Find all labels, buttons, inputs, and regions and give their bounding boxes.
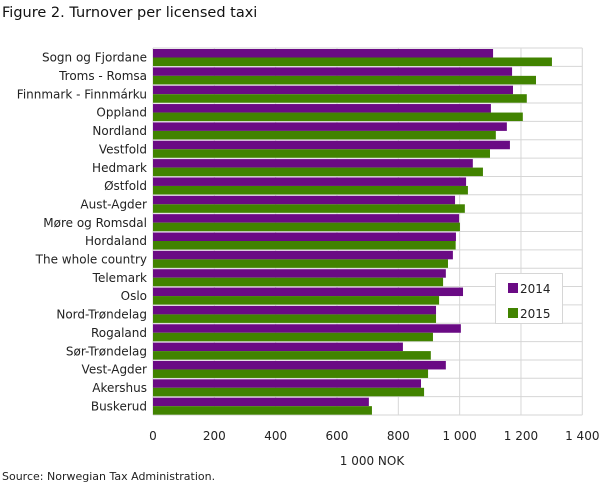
- bar-2015: [153, 112, 523, 122]
- bar-2015: [153, 406, 372, 415]
- bar-2015: [153, 241, 456, 250]
- bar-2014: [153, 269, 446, 278]
- bar-2014: [153, 214, 460, 223]
- category-label: Vest-Agder: [82, 363, 148, 377]
- bar-2015: [153, 222, 460, 232]
- category-label: Oppland: [96, 106, 147, 120]
- bar-2014: [153, 360, 446, 370]
- bar-2015: [153, 75, 536, 85]
- legend-box: [495, 273, 563, 324]
- bar-2015: [153, 185, 468, 195]
- category-label: Aust-Agder: [80, 197, 147, 211]
- category-label: Finnmark - Finnmárku: [17, 87, 147, 101]
- bar-2014: [153, 67, 513, 76]
- source-note: Source: Norwegian Tax Administration.: [2, 470, 216, 483]
- bar-2015: [153, 332, 433, 342]
- bar-2015: [153, 94, 527, 103]
- bar-2015: [153, 149, 491, 158]
- category-label: Troms - Romsa: [58, 69, 147, 83]
- x-tick-label: 400: [264, 429, 287, 443]
- bar-2014: [153, 287, 464, 297]
- category-label: Hordaland: [85, 234, 147, 248]
- category-label: Sogn og Fjordane: [42, 51, 147, 65]
- category-label: Buskerud: [91, 399, 147, 413]
- bar-2015: [153, 130, 496, 140]
- x-tick-label: 0: [149, 429, 157, 443]
- category-label: Nordland: [92, 124, 147, 138]
- category-label: The whole country: [35, 253, 147, 267]
- bar-2015: [153, 204, 465, 213]
- bar-2015: [153, 167, 483, 177]
- category-label: Nord-Trøndelag: [56, 308, 147, 322]
- bar-2014: [153, 177, 467, 186]
- x-tick-label: 200: [203, 429, 226, 443]
- bar-2015: [153, 296, 440, 305]
- bar-2015: [153, 369, 429, 378]
- category-label: Telemark: [92, 271, 147, 285]
- category-label: Østfold: [104, 179, 147, 193]
- x-tick-label: 1 000: [442, 429, 476, 443]
- category-label: Akershus: [92, 381, 147, 395]
- bar-2015: [153, 259, 448, 268]
- x-tick-label: 1 400: [565, 429, 599, 443]
- x-tick-label: 1 200: [504, 429, 538, 443]
- legend-label: 2014: [520, 282, 551, 296]
- bar-2014: [153, 85, 513, 95]
- bar-2014: [153, 342, 403, 352]
- bar-2014: [153, 104, 491, 113]
- bar-2014: [153, 232, 456, 241]
- x-tick-label: 600: [326, 429, 349, 443]
- bar-2014: [153, 379, 422, 388]
- legend-swatch-2014: [508, 283, 518, 293]
- bar-2014: [153, 250, 453, 260]
- bar-2014: [153, 324, 461, 333]
- legend-swatch-2015: [508, 308, 518, 318]
- category-label: Møre og Romsdal: [43, 216, 147, 230]
- bar-2014: [153, 195, 456, 205]
- bar-2015: [153, 351, 431, 360]
- category-label: Rogaland: [91, 326, 147, 340]
- x-tick-label: 800: [387, 429, 410, 443]
- category-label: Hedmark: [92, 161, 147, 175]
- legend-label: 2015: [520, 307, 551, 321]
- bar-2014: [153, 122, 507, 131]
- bar-2014: [153, 305, 437, 315]
- bar-2014: [153, 49, 494, 58]
- x-axis-label: 1 000 NOK: [340, 454, 406, 468]
- bar-2015: [153, 314, 437, 323]
- category-label: Oslo: [121, 289, 147, 303]
- category-label: Sør-Trøndelag: [66, 344, 147, 358]
- chart-title: Figure 2. Turnover per licensed taxi: [2, 5, 258, 21]
- bar-2014: [153, 397, 369, 407]
- bar-2015: [153, 57, 552, 66]
- bar-2014: [153, 140, 510, 150]
- bar-2015: [153, 387, 425, 397]
- bar-2014: [153, 159, 473, 168]
- bar-2015: [153, 277, 444, 287]
- category-label: Vestfold: [99, 142, 147, 156]
